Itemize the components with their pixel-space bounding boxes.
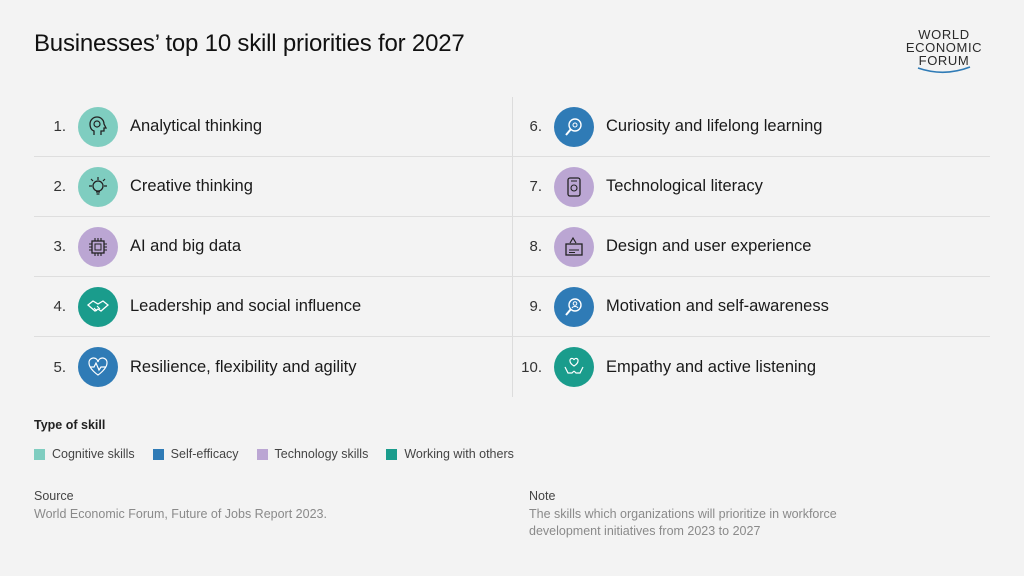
skill-row: 4. Leadership and social influence (34, 277, 512, 337)
logo-swoosh-icon (917, 66, 971, 74)
legend-title: Type of skill (34, 418, 106, 432)
skill-rank: 4. (53, 298, 66, 315)
design-icon (554, 226, 594, 267)
skill-label: Curiosity and lifelong learning (606, 117, 823, 135)
note-text-line-2: development initiatives from 2023 to 202… (529, 524, 761, 538)
skill-label: Analytical thinking (130, 117, 263, 135)
skill-label: Empathy and active listening (606, 357, 817, 376)
heartbeat-icon (78, 347, 118, 387)
legend-item: Cognitive skills (34, 447, 135, 461)
skill-row: 3. AI and big data (34, 217, 512, 277)
logo-line-2: ECONOMIC (905, 40, 983, 55)
skill-row: 10. Empathy and active listening (512, 337, 990, 397)
legend-label: Self-efficacy (170, 447, 239, 461)
magnifier-icon (554, 106, 594, 147)
source-text: World Economic Forum, Future of Jobs Rep… (34, 507, 327, 521)
legend-label: Cognitive skills (52, 447, 135, 461)
legend-swatch (386, 448, 398, 460)
skill-row: 5. Resilience, flexibility and agility (34, 337, 512, 397)
skill-label: Creative thinking (130, 177, 253, 195)
skill-rank: 6. (529, 118, 542, 135)
skill-label: Leadership and social influence (130, 297, 362, 315)
hands-heart-icon (554, 347, 594, 387)
skills-column-left: 1. Analytical thinking 2. Creative thinking… (34, 97, 512, 397)
brain-head-icon (78, 106, 118, 147)
device-icon (554, 166, 594, 207)
skill-rank: 2. (53, 178, 66, 195)
logo-line-3: FORUM (918, 53, 970, 68)
source-label: Source (34, 489, 74, 503)
self-search-icon (554, 286, 594, 327)
note-label: Note (529, 489, 556, 503)
legend-label: Technology skills (274, 447, 369, 461)
legend-swatch (256, 448, 268, 460)
skill-rank: 1. (53, 118, 66, 135)
legend-item: Self-efficacy (152, 447, 239, 461)
skill-rank: 7. (529, 178, 542, 195)
skill-label: Resilience, flexibility and agility (130, 357, 357, 376)
skills-column-right: 6. Curiosity and lifelong learning 7. Techn… (512, 97, 990, 397)
skill-rank: 8. (529, 238, 542, 255)
lightbulb-gear-icon (78, 166, 118, 207)
legend-swatch (152, 448, 164, 460)
legend-item: Working with others (386, 447, 514, 461)
column-divider (512, 97, 513, 397)
logo-line-1: WORLD (918, 27, 970, 42)
skill-row: 2. Creative thinking (34, 157, 512, 217)
skill-rank: 3. (53, 238, 66, 255)
skill-label: AI and big data (130, 237, 242, 255)
skill-label: Motivation and self-awareness (606, 297, 829, 315)
skill-rank: 10. (521, 358, 542, 376)
handshake-icon (78, 286, 118, 327)
skill-row: 7. Technological literacy (512, 157, 990, 217)
skill-row: 6. Curiosity and lifelong learning (512, 97, 990, 157)
legend-label: Working with others (404, 447, 514, 461)
skill-rank: 9. (529, 298, 542, 315)
skill-row: 9. Motivation and self-awareness (512, 277, 990, 337)
skill-row: 1. Analytical thinking (34, 97, 512, 157)
note-text-line-1: The skills which organizations will prio… (529, 507, 837, 521)
wef-logo: WORLD ECONOMIC FORUM (896, 28, 992, 75)
chip-icon (78, 226, 118, 267)
legend-swatch (34, 448, 45, 460)
skill-label: Technological literacy (606, 177, 763, 195)
skill-rank: 5. (53, 358, 66, 376)
legend: Cognitive skills Self-efficacy Technology … (34, 447, 514, 461)
legend-item: Technology skills (256, 447, 369, 461)
skill-label: Design and user experience (606, 237, 812, 255)
page-title: Businesses’ top 10 skill priorities for … (34, 30, 465, 57)
skill-row: 8. Design and user experience (512, 217, 990, 277)
skills-grid: 1. Analytical thinking 2. Creative thinking… (34, 97, 990, 397)
